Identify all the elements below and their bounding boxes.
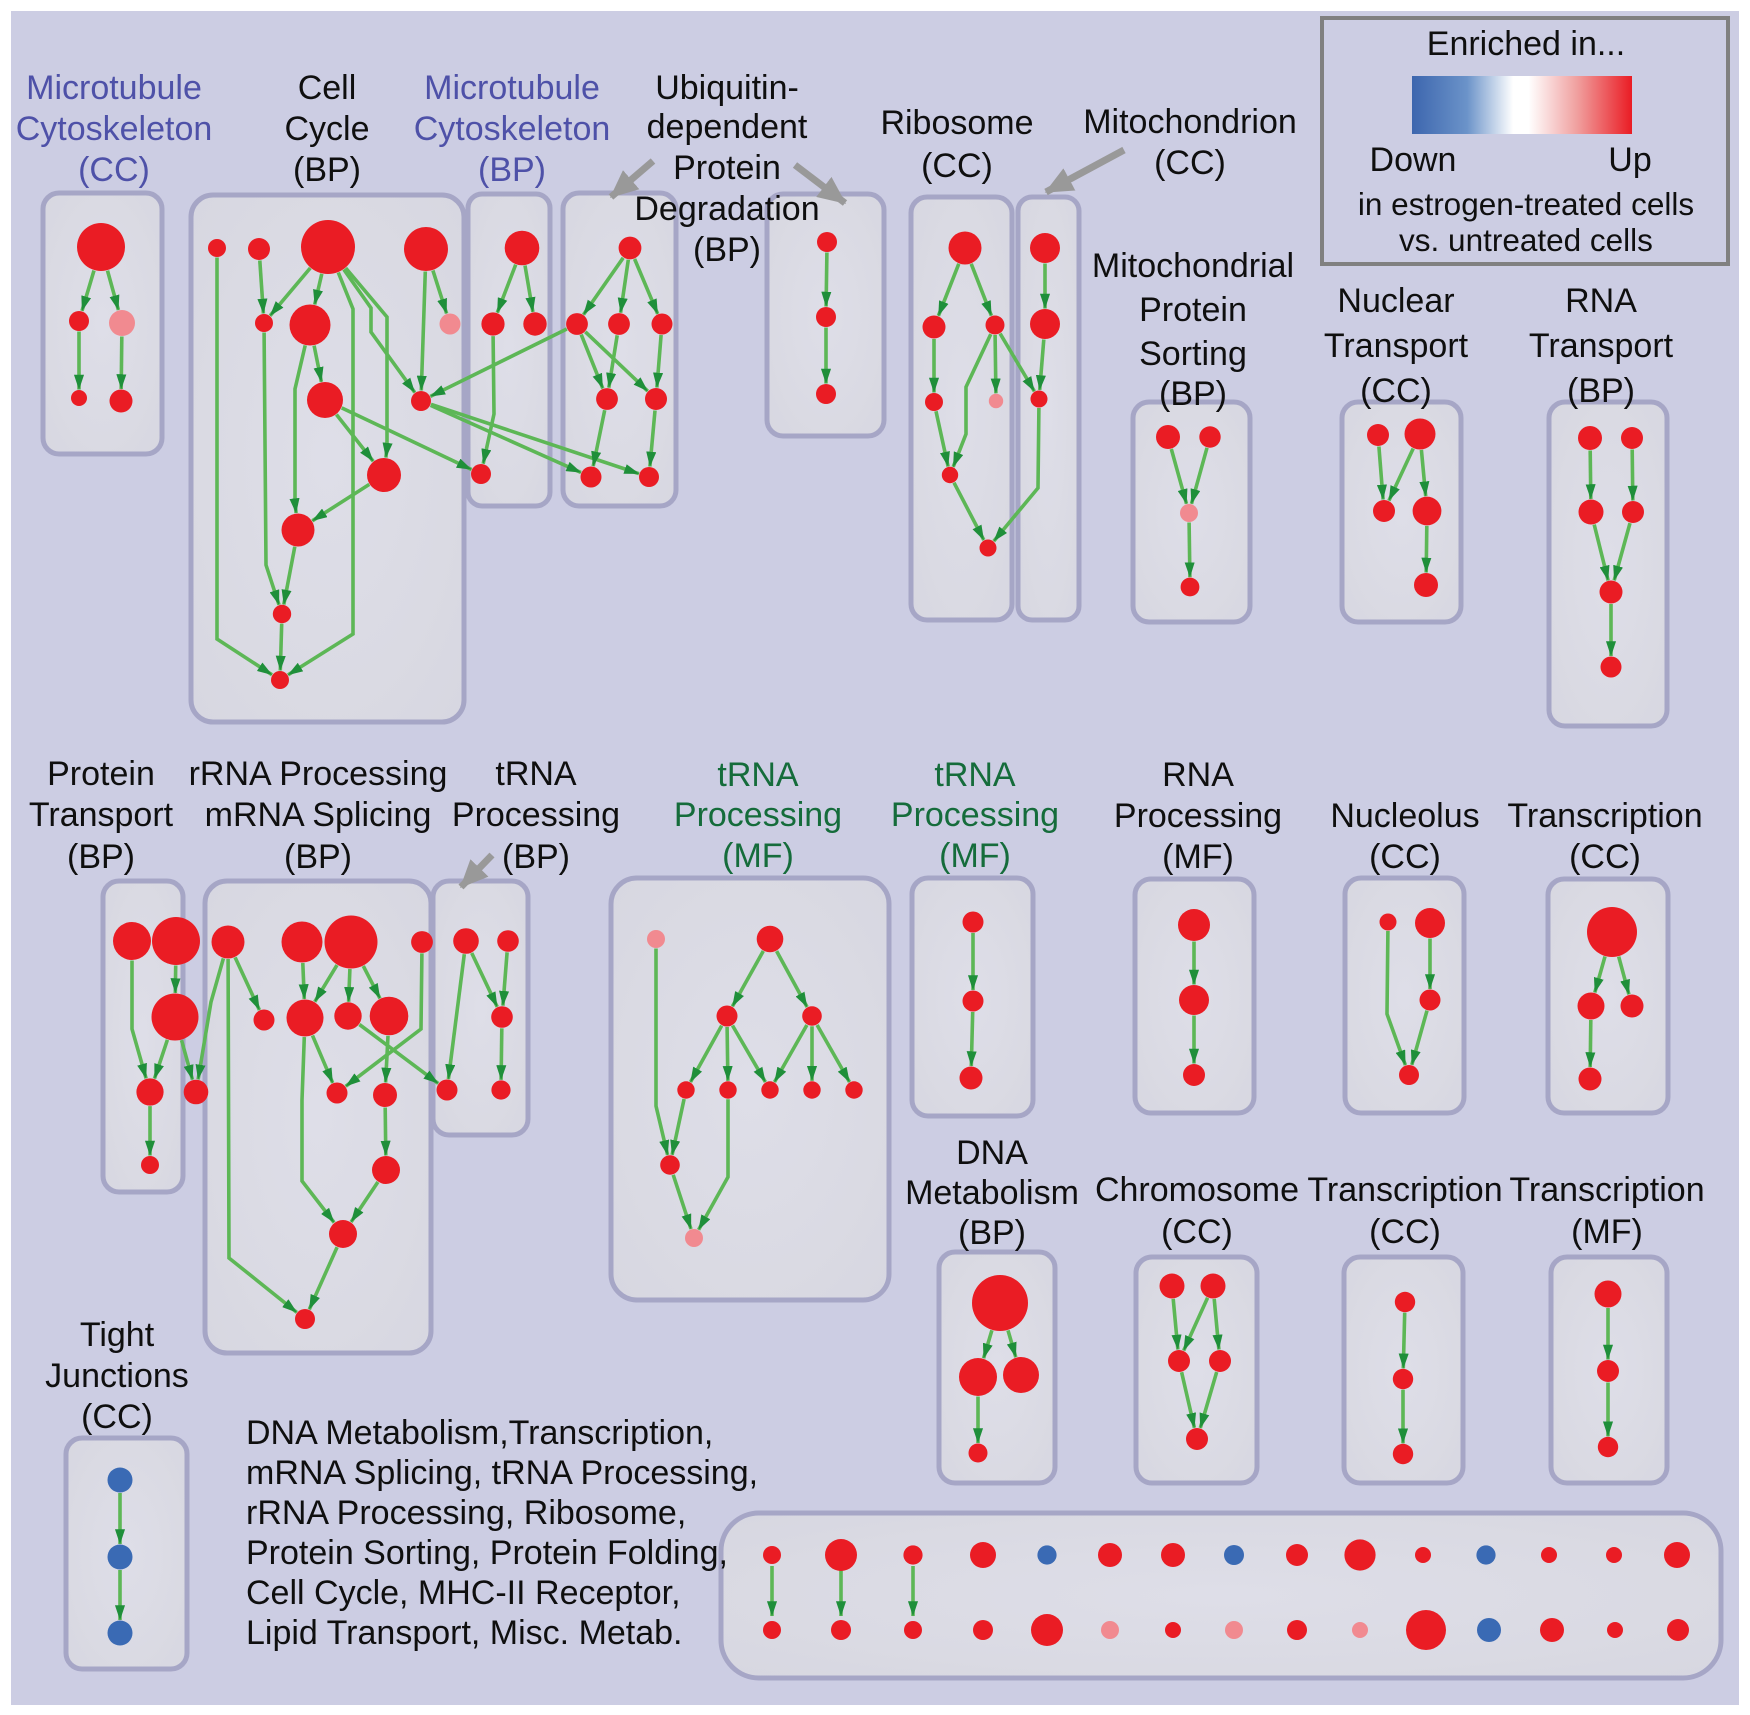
- svg-text:Microtubule: Microtubule: [26, 69, 202, 107]
- svg-text:Ribosome: Ribosome: [880, 104, 1033, 142]
- svg-text:(BP): (BP): [293, 151, 361, 189]
- svg-text:RNA: RNA: [1565, 282, 1637, 320]
- svg-text:Nuclear: Nuclear: [1337, 282, 1454, 320]
- svg-text:Cytoskeleton: Cytoskeleton: [414, 110, 611, 148]
- svg-text:(CC): (CC): [1161, 1213, 1233, 1251]
- svg-text:(BP): (BP): [478, 151, 546, 189]
- svg-text:Ubiquitin-: Ubiquitin-: [655, 69, 799, 107]
- svg-text:Enriched in...: Enriched in...: [1427, 25, 1625, 63]
- svg-text:(CC): (CC): [1154, 144, 1226, 182]
- svg-text:Cytoskeleton: Cytoskeleton: [16, 110, 213, 148]
- svg-text:Transcription: Transcription: [1509, 1171, 1704, 1209]
- svg-text:Transcription: Transcription: [1507, 797, 1702, 835]
- svg-text:(CC): (CC): [1360, 372, 1432, 410]
- svg-text:(BP): (BP): [1567, 372, 1635, 410]
- svg-text:Protein: Protein: [1139, 291, 1247, 329]
- svg-text:in estrogen-treated cells: in estrogen-treated cells: [1358, 186, 1694, 222]
- svg-text:Mitochondrion: Mitochondrion: [1083, 103, 1297, 141]
- svg-text:(MF): (MF): [722, 837, 794, 875]
- svg-text:Processing: Processing: [1114, 797, 1282, 835]
- svg-text:(CC): (CC): [1369, 1213, 1441, 1251]
- svg-text:Protein Sorting, Protein Foldi: Protein Sorting, Protein Folding,: [246, 1534, 728, 1572]
- svg-text:Transport: Transport: [1324, 327, 1469, 365]
- svg-text:rRNA Processing: rRNA Processing: [189, 755, 448, 793]
- svg-text:DNA: DNA: [956, 1134, 1028, 1172]
- svg-text:(BP): (BP): [284, 838, 352, 876]
- svg-text:Cell Cycle, MHC-II Receptor,: Cell Cycle, MHC-II Receptor,: [246, 1574, 681, 1612]
- svg-text:Lipid Transport, Misc. Metab.: Lipid Transport, Misc. Metab.: [246, 1614, 683, 1652]
- svg-text:Processing: Processing: [674, 796, 842, 834]
- svg-text:Nucleolus: Nucleolus: [1330, 797, 1479, 835]
- svg-text:Microtubule: Microtubule: [424, 69, 600, 107]
- svg-text:Processing: Processing: [452, 796, 620, 834]
- svg-text:Cell: Cell: [298, 69, 357, 107]
- svg-text:(BP): (BP): [1159, 375, 1227, 413]
- svg-text:(BP): (BP): [502, 838, 570, 876]
- svg-text:Down: Down: [1370, 141, 1457, 179]
- svg-text:tRNA: tRNA: [934, 756, 1016, 794]
- svg-text:(BP): (BP): [693, 231, 761, 269]
- svg-text:dependent: dependent: [647, 108, 808, 146]
- svg-text:Sorting: Sorting: [1139, 335, 1247, 373]
- svg-text:rRNA Processing, Ribosome,: rRNA Processing, Ribosome,: [246, 1494, 686, 1532]
- svg-text:Metabolism: Metabolism: [905, 1174, 1079, 1212]
- svg-text:Protein: Protein: [673, 149, 781, 187]
- svg-text:(CC): (CC): [78, 151, 150, 189]
- svg-text:(MF): (MF): [939, 837, 1011, 875]
- svg-text:Transport: Transport: [1529, 327, 1674, 365]
- svg-text:Mitochondrial: Mitochondrial: [1092, 247, 1294, 285]
- svg-text:tRNA: tRNA: [495, 755, 577, 793]
- svg-text:vs. untreated cells: vs. untreated cells: [1399, 222, 1653, 258]
- svg-text:mRNA Splicing: mRNA Splicing: [205, 796, 432, 834]
- svg-text:(CC): (CC): [1569, 838, 1641, 876]
- svg-text:mRNA Splicing, tRNA Processing: mRNA Splicing, tRNA Processing,: [246, 1454, 758, 1492]
- svg-text:(CC): (CC): [1369, 838, 1441, 876]
- svg-text:Chromosome: Chromosome: [1095, 1171, 1299, 1209]
- svg-text:Cycle: Cycle: [284, 110, 369, 148]
- svg-text:(CC): (CC): [921, 147, 993, 185]
- svg-text:(MF): (MF): [1571, 1213, 1643, 1251]
- svg-text:Protein: Protein: [47, 755, 155, 793]
- svg-text:Processing: Processing: [891, 796, 1059, 834]
- svg-text:tRNA: tRNA: [717, 756, 799, 794]
- svg-text:Transcription: Transcription: [1307, 1171, 1502, 1209]
- svg-text:Tight: Tight: [80, 1316, 155, 1354]
- svg-text:RNA: RNA: [1162, 756, 1234, 794]
- svg-text:Junctions: Junctions: [45, 1357, 189, 1395]
- svg-text:Up: Up: [1608, 141, 1651, 179]
- svg-text:(MF): (MF): [1162, 838, 1234, 876]
- svg-text:(BP): (BP): [958, 1214, 1026, 1252]
- svg-text:(BP): (BP): [67, 838, 135, 876]
- svg-text:(CC): (CC): [81, 1398, 153, 1436]
- svg-text:DNA Metabolism,Transcription,: DNA Metabolism,Transcription,: [246, 1414, 713, 1452]
- svg-text:Transport: Transport: [29, 796, 174, 834]
- svg-text:Degradation: Degradation: [634, 190, 819, 228]
